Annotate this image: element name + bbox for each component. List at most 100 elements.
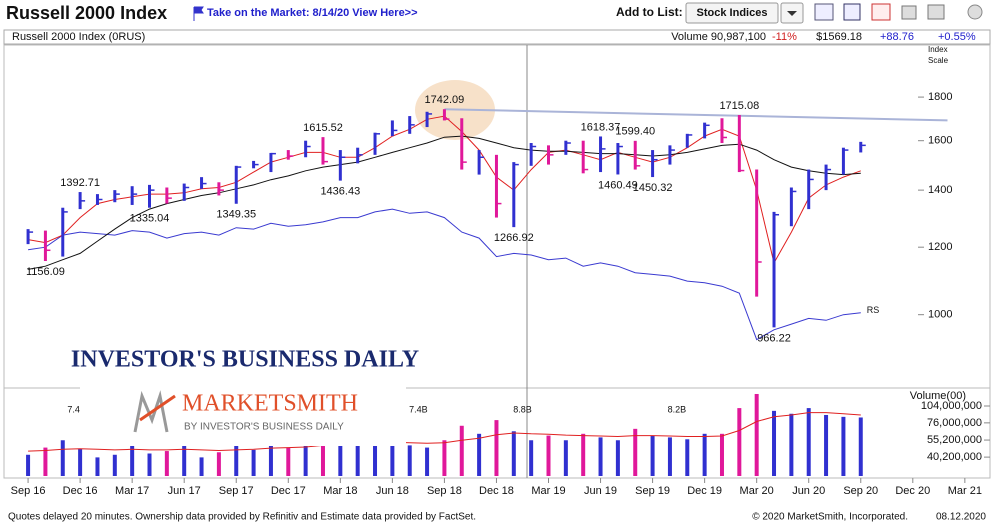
y-tick-label: 1800 bbox=[928, 91, 952, 103]
line-icon[interactable] bbox=[871, 3, 891, 21]
volume-bar bbox=[789, 413, 794, 476]
volume-bar bbox=[529, 440, 534, 476]
volume-bar bbox=[563, 440, 568, 476]
y-tick-label: 1000 bbox=[928, 309, 952, 321]
volume-bar bbox=[303, 445, 308, 476]
logo-mark bbox=[133, 390, 169, 433]
help-icon[interactable] bbox=[967, 4, 983, 20]
volume-bar bbox=[390, 439, 395, 476]
volume-bar bbox=[633, 428, 638, 476]
list-select-text: Stock Indices bbox=[697, 7, 768, 19]
volume-bar bbox=[702, 433, 707, 476]
chart-icon[interactable] bbox=[814, 3, 834, 21]
volume-tick-label: 104,000,000 bbox=[921, 400, 982, 412]
volume-bar bbox=[286, 447, 291, 476]
market-link[interactable]: Take on the Market: 8/14/20 View Here>> bbox=[207, 7, 418, 19]
volume-bar bbox=[147, 453, 152, 476]
price-annotation: 966.22 bbox=[757, 332, 791, 344]
x-tick-label: Jun 18 bbox=[376, 485, 409, 497]
logo-marketsmith: MARKETSMITH bbox=[182, 391, 358, 417]
y-tick-label: 1200 bbox=[928, 241, 952, 253]
volume-pane bbox=[3, 387, 991, 479]
list-select[interactable] bbox=[685, 2, 779, 24]
info-volume: Volume 90,987,100 bbox=[671, 31, 766, 43]
grid-icon[interactable] bbox=[843, 3, 861, 21]
price-annotation: 1715.08 bbox=[719, 100, 759, 112]
footer-date: 08.12.2020 bbox=[936, 512, 986, 523]
y-tick-label: 1400 bbox=[928, 184, 952, 196]
info-bar bbox=[3, 29, 991, 45]
volume-bar bbox=[858, 417, 863, 476]
volume-bar bbox=[164, 451, 169, 476]
volume-annotation: 7.4B bbox=[409, 404, 428, 414]
info-price: $1569.18 bbox=[816, 31, 862, 43]
y-axis-label: Index bbox=[928, 45, 948, 54]
volume-bar bbox=[95, 457, 100, 476]
price-annotation: 1460.49 bbox=[598, 179, 638, 191]
x-tick-label: Jun 20 bbox=[792, 485, 825, 497]
price-annotation: 1436.43 bbox=[320, 186, 360, 198]
logo-byline: BY INVESTOR'S BUSINESS DAILY bbox=[184, 422, 344, 433]
volume-tick-label: 55,200,000 bbox=[927, 434, 982, 446]
volume-bar bbox=[199, 457, 204, 476]
volume-bar bbox=[26, 454, 31, 476]
volume-bar bbox=[442, 440, 447, 476]
volume-bar bbox=[373, 443, 378, 476]
volume-bar bbox=[546, 435, 551, 476]
x-tick-label: Sep 16 bbox=[11, 485, 46, 497]
price-annotation: 1615.52 bbox=[303, 122, 343, 134]
volume-bar bbox=[581, 433, 586, 476]
info-volume-change: -11% bbox=[772, 31, 797, 43]
volume-bar bbox=[772, 410, 777, 476]
logo-ibd: INVESTOR'S BUSINESS DAILY bbox=[71, 347, 419, 373]
volume-tick-label: 76,000,000 bbox=[927, 417, 982, 429]
volume-bar bbox=[268, 443, 273, 476]
price-annotation: 1742.09 bbox=[425, 94, 465, 106]
info-change: +88.76 bbox=[880, 31, 914, 43]
volume-bar bbox=[320, 433, 325, 476]
volume-average bbox=[28, 412, 861, 452]
volume-bar bbox=[667, 437, 672, 476]
x-tick-label: Dec 18 bbox=[479, 485, 514, 497]
volume-bar bbox=[754, 393, 759, 476]
price-annotation: 1266.92 bbox=[494, 232, 534, 244]
rs-line bbox=[28, 208, 861, 341]
price-annotation: 1618.37 bbox=[581, 121, 621, 133]
trendline bbox=[444, 108, 948, 122]
volume-bar bbox=[216, 452, 221, 476]
x-tick-label: Mar 21 bbox=[948, 485, 982, 497]
footer-notice: Quotes delayed 20 minutes. Ownership dat… bbox=[8, 512, 476, 523]
price-annotation: 1335.04 bbox=[130, 213, 170, 225]
info-name: Russell 2000 Index (0RUS) bbox=[12, 31, 145, 43]
rs-label: RS bbox=[867, 305, 880, 315]
volume-annotation: 7.4B bbox=[67, 404, 86, 414]
volume-bar bbox=[719, 433, 724, 476]
x-tick-label: Mar 19 bbox=[531, 485, 565, 497]
volume-bar bbox=[477, 433, 482, 476]
volume-bar bbox=[615, 440, 620, 476]
x-tick-label: Mar 20 bbox=[740, 485, 774, 497]
x-tick-label: Jun 19 bbox=[584, 485, 617, 497]
volume-bar bbox=[598, 437, 603, 476]
volume-bar bbox=[182, 443, 187, 476]
x-tick-label: Sep 19 bbox=[635, 485, 670, 497]
volume-bar bbox=[511, 431, 516, 476]
x-tick-label: Jun 17 bbox=[168, 485, 201, 497]
x-tick-label: Mar 17 bbox=[115, 485, 149, 497]
volume-tick-label: 40,200,000 bbox=[927, 451, 982, 463]
x-tick-label: Dec 17 bbox=[271, 485, 306, 497]
dropdown-arrow bbox=[787, 11, 797, 16]
x-tick-label: Dec 20 bbox=[895, 485, 930, 497]
print-icon[interactable] bbox=[901, 5, 917, 20]
volume-bar bbox=[824, 414, 829, 476]
price-annotation: 1599.40 bbox=[615, 126, 655, 138]
moving-average bbox=[28, 135, 861, 270]
tools-icon[interactable] bbox=[927, 4, 945, 20]
volume-bar bbox=[494, 420, 499, 476]
volume-bar bbox=[130, 445, 135, 476]
y-tick-label: 1600 bbox=[928, 135, 952, 147]
volume-annotation: 8.2B bbox=[668, 404, 687, 414]
volume-bar bbox=[685, 439, 690, 476]
volume-bar bbox=[841, 416, 846, 476]
volume-bar bbox=[806, 408, 811, 476]
